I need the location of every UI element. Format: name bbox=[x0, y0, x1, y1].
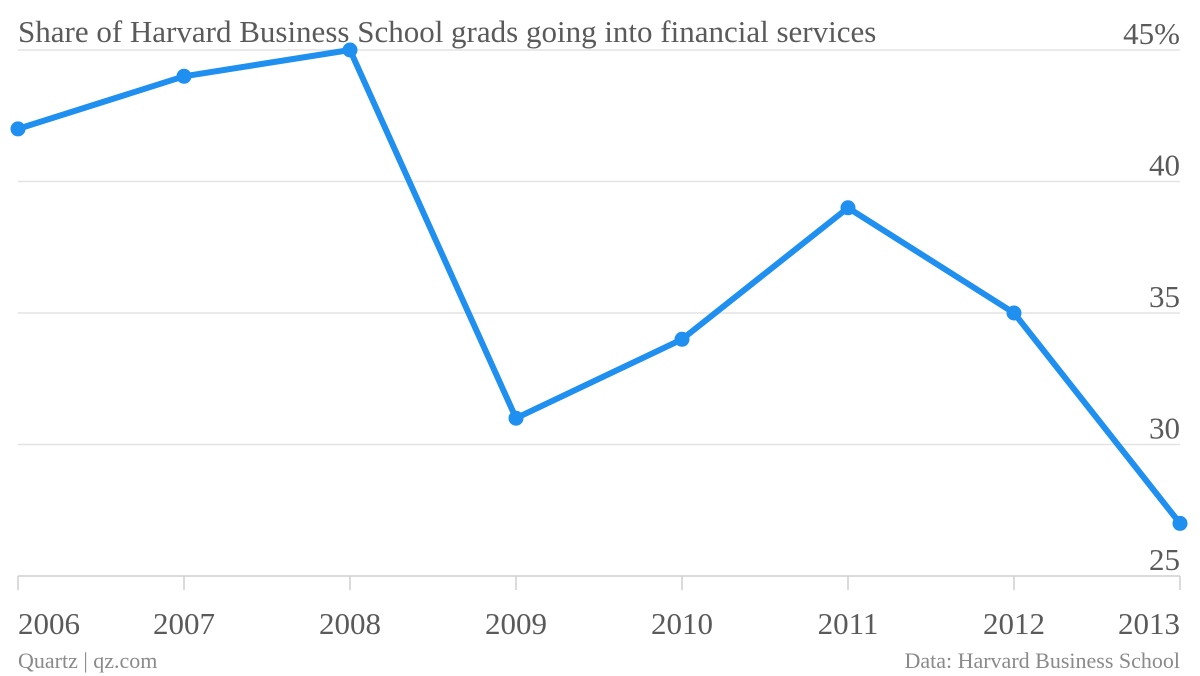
y-tick-label: 25 bbox=[1149, 542, 1180, 577]
x-tick-label: 2006 bbox=[18, 606, 80, 641]
data-point bbox=[1006, 305, 1022, 321]
x-tick-label: 2010 bbox=[651, 606, 713, 641]
data-point bbox=[840, 200, 856, 216]
data-point bbox=[342, 42, 358, 58]
y-tick-label: 30 bbox=[1149, 411, 1180, 446]
y-tick-label: 45% bbox=[1123, 16, 1180, 51]
data-point bbox=[176, 68, 192, 84]
series-line bbox=[15, 47, 1183, 527]
y-tick-label: 40 bbox=[1149, 148, 1180, 183]
x-tick-label: 2009 bbox=[485, 606, 547, 641]
data-point bbox=[674, 331, 690, 347]
data-point bbox=[10, 121, 26, 137]
x-tick-label: 2013 bbox=[1118, 606, 1180, 641]
x-tick-label: 2011 bbox=[818, 606, 879, 641]
data-point bbox=[1172, 515, 1188, 531]
credit: Quartz | qz.com bbox=[18, 648, 157, 673]
x-tick-label: 2007 bbox=[153, 606, 215, 641]
source: Data: Harvard Business School bbox=[904, 648, 1180, 673]
x-tick-label: 2008 bbox=[319, 606, 381, 641]
y-tick-label: 35 bbox=[1149, 279, 1180, 314]
x-tick-label: 2012 bbox=[983, 606, 1045, 641]
chart-title: Share of Harvard Business School grads g… bbox=[18, 14, 876, 49]
data-point bbox=[508, 410, 524, 426]
